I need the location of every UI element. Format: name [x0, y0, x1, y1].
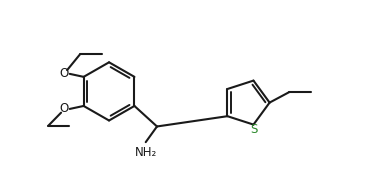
Text: NH₂: NH₂ — [135, 146, 157, 159]
Text: O: O — [59, 67, 69, 80]
Text: S: S — [250, 123, 258, 136]
Text: O: O — [59, 102, 69, 115]
